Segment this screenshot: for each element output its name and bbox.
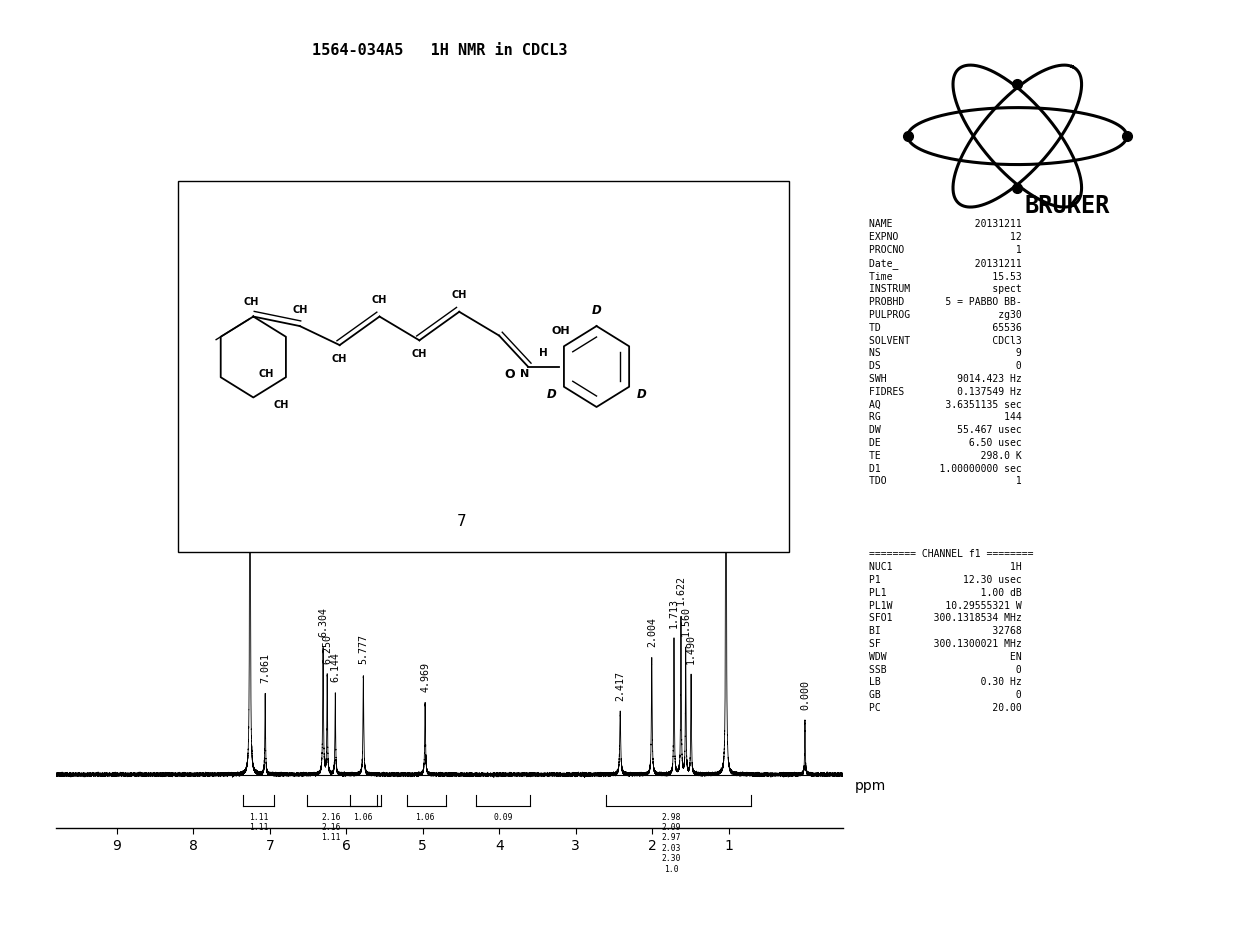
Text: H: H: [539, 348, 548, 358]
Text: CH: CH: [412, 349, 427, 359]
Text: D: D: [591, 305, 601, 317]
Text: CH: CH: [451, 290, 467, 301]
Text: 0.09: 0.09: [494, 813, 513, 822]
Text: 1.11
1.11: 1.11 1.11: [249, 813, 268, 832]
Text: 1.06: 1.06: [353, 813, 373, 822]
Text: 2.16
2.16
1.11: 2.16 2.16 1.11: [321, 813, 341, 843]
Text: 5.777: 5.777: [358, 634, 368, 664]
Text: D: D: [547, 387, 557, 401]
Text: ppm: ppm: [854, 779, 885, 793]
Text: O: O: [505, 368, 516, 382]
Text: 2.98
2.09
2.97
2.03
2.30
1.0: 2.98 2.09 2.97 2.03 2.30 1.0: [661, 813, 681, 874]
Text: 1.06: 1.06: [415, 813, 435, 822]
Text: 1.033: 1.033: [720, 339, 732, 368]
Text: 7.061: 7.061: [260, 653, 270, 684]
Text: 1564-034A5   1H NMR in CDCL3: 1564-034A5 1H NMR in CDCL3: [312, 43, 568, 58]
Text: 7.260: 7.260: [246, 322, 255, 351]
Text: 1.713: 1.713: [670, 598, 680, 627]
Text: ======== CHANNEL f1 ========
NUC1                    1H
P1              12.30 us: ======== CHANNEL f1 ======== NUC1 1H P1 …: [869, 549, 1034, 713]
Text: 1.622: 1.622: [676, 575, 686, 605]
Text: CH: CH: [258, 369, 274, 379]
Text: NAME              20131211
EXPNO                   12
PROCNO                   1: NAME 20131211 EXPNO 12 PROCNO 1: [869, 220, 1022, 486]
Text: 6.144: 6.144: [330, 651, 340, 682]
Text: 6.304: 6.304: [317, 606, 329, 637]
Text: D: D: [636, 387, 646, 401]
Text: CH: CH: [293, 305, 308, 315]
Text: BRUKER: BRUKER: [1024, 194, 1110, 218]
Text: CH: CH: [243, 297, 259, 307]
Text: CH: CH: [372, 295, 387, 306]
Text: N: N: [520, 369, 529, 379]
Text: 7: 7: [456, 514, 466, 529]
Text: CH: CH: [274, 400, 289, 410]
Text: 1.490: 1.490: [686, 634, 696, 664]
Text: 0.000: 0.000: [800, 680, 810, 710]
Text: 6.250: 6.250: [322, 634, 332, 664]
Text: 1.560: 1.560: [681, 605, 691, 636]
Text: CH: CH: [332, 354, 347, 364]
Text: 4.969: 4.969: [420, 663, 430, 692]
Text: OH: OH: [551, 326, 569, 336]
Text: 2.004: 2.004: [647, 617, 657, 646]
Text: 2.417: 2.417: [615, 671, 625, 702]
